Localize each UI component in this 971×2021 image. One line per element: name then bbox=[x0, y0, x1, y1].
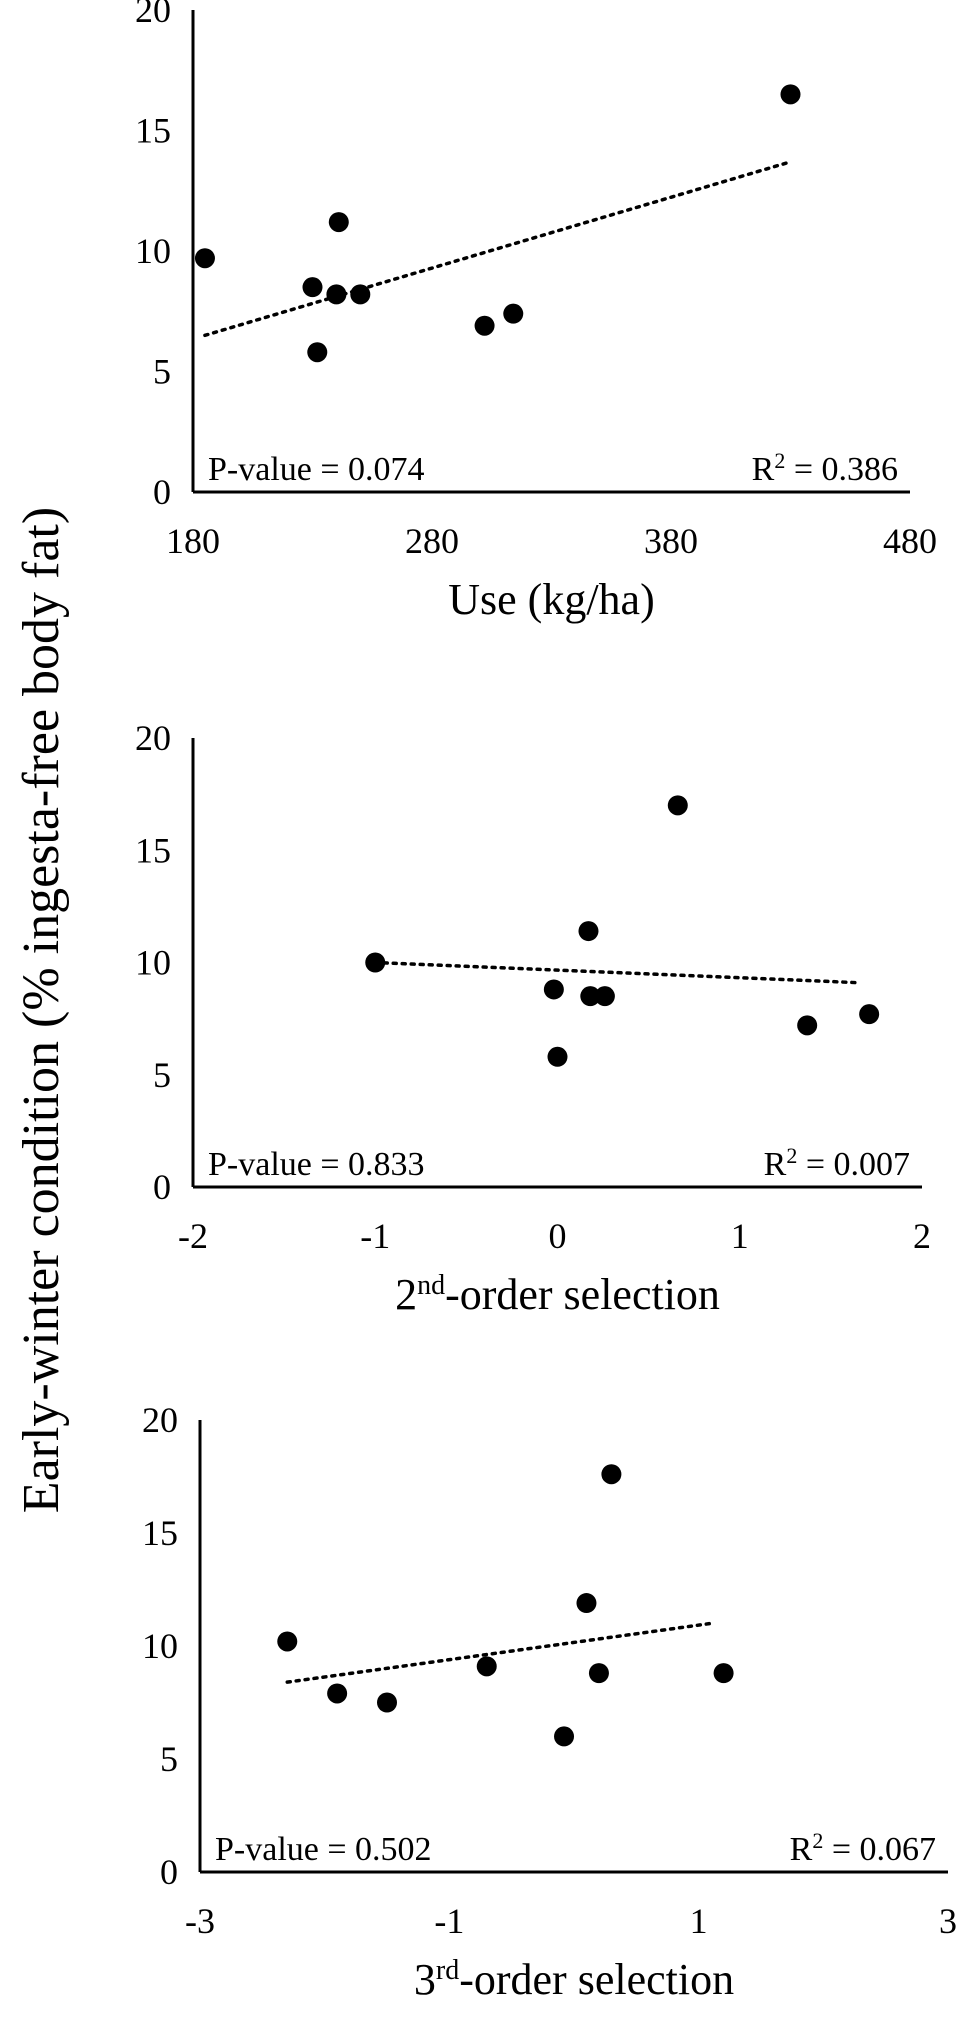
data-point bbox=[601, 1464, 622, 1485]
trendline bbox=[203, 160, 793, 338]
data-point bbox=[365, 952, 386, 973]
y-tick-label: 15 bbox=[135, 111, 171, 151]
y-tick-label: 20 bbox=[135, 718, 171, 758]
r-squared-annotation: R2 = 0.067 bbox=[790, 1828, 936, 1869]
data-point bbox=[474, 315, 495, 336]
x-tick-label: 2 bbox=[913, 1216, 931, 1256]
trendline bbox=[373, 960, 860, 985]
data-point bbox=[503, 303, 524, 324]
data-point bbox=[667, 795, 688, 816]
y-tick-label: 0 bbox=[160, 1852, 178, 1892]
y-tick-label: 20 bbox=[142, 1400, 178, 1440]
p-value-annotation: P-value = 0.502 bbox=[215, 1831, 432, 1868]
data-point bbox=[327, 1683, 348, 1704]
data-point bbox=[547, 1046, 568, 1067]
y-tick-label: 0 bbox=[153, 1167, 171, 1207]
y-tick-label: 10 bbox=[135, 231, 171, 271]
y-tick-label: 5 bbox=[153, 352, 171, 392]
data-point bbox=[578, 921, 599, 942]
x-tick-label: 280 bbox=[405, 521, 459, 561]
r-squared-annotation: R2 = 0.386 bbox=[752, 448, 898, 489]
x-tick-label: 380 bbox=[644, 521, 698, 561]
p-value-annotation: P-value = 0.074 bbox=[208, 451, 425, 488]
data-point bbox=[588, 1663, 609, 1684]
y-tick-label: 15 bbox=[135, 830, 171, 870]
y-tick-label: 5 bbox=[160, 1739, 178, 1779]
x-tick-label: 1 bbox=[731, 1216, 749, 1256]
x-tick-label: -2 bbox=[178, 1216, 208, 1256]
data-point bbox=[377, 1692, 397, 1713]
data-point bbox=[580, 986, 601, 1007]
data-point bbox=[554, 1726, 575, 1747]
x-axis-label: 3rd-order selection bbox=[414, 1955, 734, 2005]
data-point bbox=[780, 84, 801, 105]
x-tick-label: 1 bbox=[690, 1901, 708, 1941]
y-tick-label: 15 bbox=[142, 1513, 178, 1553]
data-point bbox=[307, 342, 328, 363]
data-point bbox=[713, 1663, 734, 1684]
x-tick-label: 180 bbox=[166, 521, 220, 561]
data-point bbox=[194, 248, 215, 269]
data-point bbox=[476, 1656, 497, 1677]
shared-y-axis-label: Early-winter condition (% ingesta-free b… bbox=[13, 507, 70, 1513]
data-point bbox=[350, 284, 371, 305]
r-squared-annotation: R2 = 0.007 bbox=[764, 1143, 910, 1184]
p-value-annotation: P-value = 0.833 bbox=[208, 1146, 425, 1183]
x-tick-label: 480 bbox=[883, 521, 937, 561]
x-tick-label: 0 bbox=[549, 1216, 567, 1256]
y-tick-label: 10 bbox=[135, 943, 171, 983]
y-tick-label: 20 bbox=[135, 0, 171, 30]
panel-1: 0 5 10 15 20 180 280 380 480 P-value = 0.074 R2 = … bbox=[135, 0, 937, 624]
x-axis-label: Use (kg/ha) bbox=[448, 575, 655, 624]
data-point bbox=[326, 284, 347, 305]
panel-3: 0 5 10 15 20 -3 -1 1 3 P-value = 0.502 R2 = 0.067 3… bbox=[142, 1400, 957, 2004]
x-tick-label: -1 bbox=[434, 1901, 464, 1941]
x-axis-label: 2nd-order selection bbox=[395, 1270, 720, 1320]
trendline bbox=[285, 1621, 713, 1684]
y-tick-label: 5 bbox=[153, 1055, 171, 1095]
panel-2: 0 5 10 15 20 -2 -1 0 1 2 P-value = 0.833 R2 = 0.007… bbox=[135, 718, 931, 1319]
data-point bbox=[302, 277, 323, 298]
data-point bbox=[576, 1593, 597, 1614]
data-point bbox=[594, 986, 615, 1007]
y-tick-label: 0 bbox=[153, 472, 171, 512]
data-point bbox=[797, 1015, 818, 1036]
y-tick-label: 10 bbox=[142, 1626, 178, 1666]
x-tick-label: -3 bbox=[185, 1901, 215, 1941]
data-point bbox=[328, 212, 349, 233]
data-point bbox=[543, 979, 564, 1000]
x-tick-label: -1 bbox=[360, 1216, 390, 1256]
x-tick-label: 3 bbox=[939, 1901, 957, 1941]
data-point bbox=[859, 1004, 880, 1025]
data-point bbox=[277, 1631, 298, 1652]
